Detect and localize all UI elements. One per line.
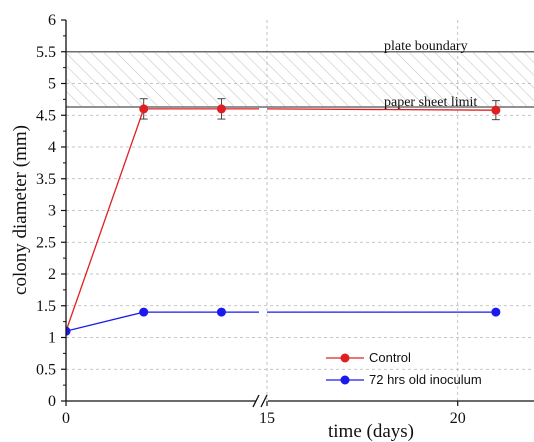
y-tick-label: 3.5	[36, 171, 56, 188]
y-tick-label: 6	[48, 12, 56, 29]
series-1	[66, 307, 501, 336]
y-tick-label: 2.5	[36, 234, 56, 251]
x-axis-title: time (days)	[328, 421, 414, 442]
y-tick-label: 1.5	[36, 298, 56, 315]
y-tick-label: 3	[48, 203, 56, 220]
data-point	[216, 307, 226, 317]
y-tick-label: 1	[48, 330, 56, 347]
paper-sheet-limit-label: paper sheet limit	[384, 95, 477, 110]
series-0-segment	[266, 108, 496, 111]
data-point	[491, 105, 501, 115]
y-tick-label: 0.5	[36, 361, 56, 378]
axis-break-mark	[252, 394, 268, 408]
legend-control-marker	[340, 353, 350, 363]
series-1-segment	[66, 311, 144, 332]
x-tick-label: 20	[450, 410, 466, 427]
hatched-region	[67, 51, 534, 107]
data-point	[216, 104, 226, 114]
y-tick-label: 4	[48, 139, 56, 156]
y-tick-label: 0	[48, 393, 56, 410]
legend-control-label: Control	[369, 350, 411, 365]
y-ticks: 0 0.5 1 1.5 2 2.5 3 3.5 4 4.5 5 5.5 6	[36, 12, 66, 410]
legend: Control 72 hrs old inoculum	[326, 350, 482, 387]
x-ticks: 0 15 20	[62, 401, 466, 427]
x-tick-label: 15	[259, 410, 275, 427]
y-tick-label: 5	[48, 76, 56, 93]
legend-inoculum-label: 72 hrs old inoculum	[369, 372, 482, 387]
series-0	[66, 98, 501, 336]
plate-boundary-label: plate boundary	[384, 39, 468, 54]
legend-inoculum-marker	[340, 375, 350, 385]
y-tick-label: 5.5	[36, 44, 56, 61]
data-point	[139, 104, 149, 114]
x-tick-label: 0	[62, 410, 70, 427]
data-point	[491, 307, 501, 317]
series-0-segment	[66, 108, 145, 332]
y-tick-label: 4.5	[36, 107, 56, 124]
series-layer	[66, 98, 501, 336]
data-point	[139, 307, 149, 317]
y-axis-title: colony diameter (mm)	[10, 125, 31, 295]
y-tick-label: 2	[48, 266, 56, 283]
data-point	[66, 326, 71, 336]
